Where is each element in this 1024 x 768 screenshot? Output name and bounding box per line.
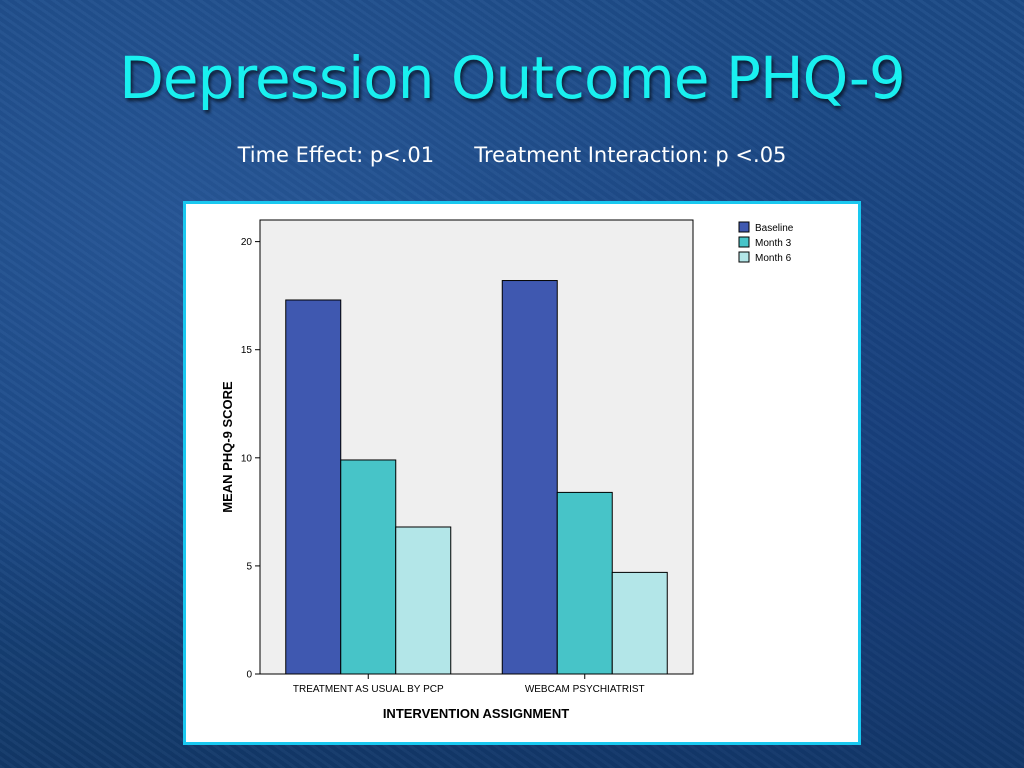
x-category-label: WEBCAM PSYCHIATRIST (525, 684, 645, 695)
bar-chart: 0 5 10 15 20 TREATMENT AS USUAL BY PCP WEBCAM… (220, 219, 794, 721)
chart-frame: 0 5 10 15 20 TREATMENT AS USUAL BY PCP WEBCAM… (183, 201, 861, 745)
x-category-label: TREATMENT AS USUAL BY PCP (293, 684, 444, 695)
bar-month-3 (340, 459, 397, 675)
y-tick-label: 15 (241, 345, 253, 356)
legend-label: Month 6 (755, 253, 792, 264)
bars (285, 280, 668, 675)
legend: Baseline Month 3 Month 6 (738, 221, 794, 264)
legend-swatch (738, 236, 750, 248)
x-axis-labels: TREATMENT AS USUAL BY PCP WEBCAM PSYCHIAT… (293, 674, 645, 695)
y-tick-label: 0 (246, 670, 252, 681)
legend-label: Month 3 (755, 238, 792, 249)
y-axis-title: MEAN PHQ-9 SCORE (220, 381, 235, 513)
bar-month-3 (556, 491, 613, 675)
slide-subtitle: Time Effect: p<.01 Treatment Interaction… (237, 143, 787, 167)
legend-swatch (738, 221, 750, 233)
bar-month-6 (395, 526, 452, 675)
bar-baseline (501, 280, 558, 675)
bar-month-6 (611, 571, 668, 675)
legend-swatch (738, 251, 750, 263)
slide-title: Depression Outcome PHQ-9 (119, 44, 905, 112)
y-tick-label: 10 (241, 453, 253, 464)
legend-label: Baseline (755, 223, 794, 234)
y-tick-label: 5 (246, 561, 252, 572)
y-tick-label: 20 (241, 237, 253, 248)
x-axis-title: INTERVENTION ASSIGNMENT (383, 706, 569, 721)
y-axis: 0 5 10 15 20 (241, 237, 260, 681)
bar-baseline (285, 299, 342, 675)
